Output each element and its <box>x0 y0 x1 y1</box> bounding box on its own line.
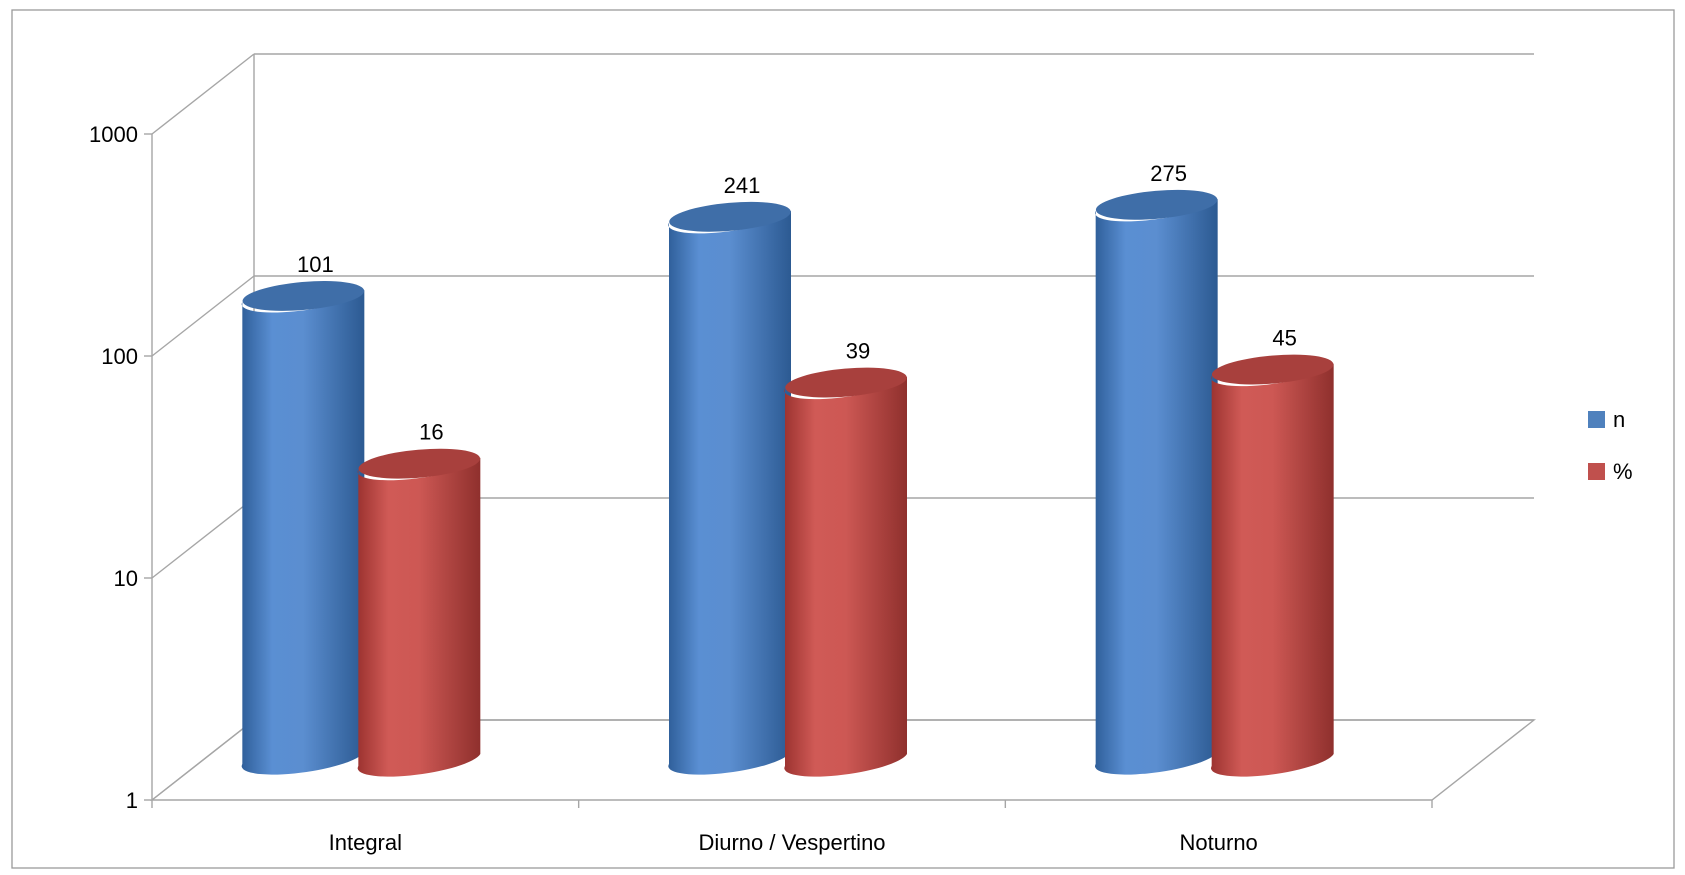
bar-n-1 <box>668 201 791 775</box>
bar-n-2 <box>1095 189 1218 775</box>
side-gridline <box>151 53 255 135</box>
side-gridline <box>151 497 255 579</box>
y-tick-label: 10 <box>114 566 138 591</box>
legend: n% <box>1588 407 1633 484</box>
legend-swatch-1 <box>1588 463 1605 480</box>
bar-cap <box>358 448 481 479</box>
bar-cap <box>1211 354 1334 385</box>
y-tick-label: 1 <box>126 788 138 813</box>
bar-body <box>357 457 481 777</box>
bar-cap <box>669 201 791 232</box>
x-category-label: Noturno <box>1180 830 1258 855</box>
bars-layer <box>241 189 1334 777</box>
bar-body <box>668 210 791 775</box>
data-label: 39 <box>846 339 870 364</box>
bar-percent-1 <box>784 367 907 777</box>
x-category-label: Integral <box>329 830 402 855</box>
bar-body <box>1211 363 1334 777</box>
bar-body <box>784 376 907 777</box>
y-tick-label: 100 <box>101 344 138 369</box>
legend-swatch-0 <box>1588 411 1605 428</box>
bar-percent-0 <box>357 448 481 777</box>
side-gridline <box>151 275 255 357</box>
bar-body <box>1095 198 1218 775</box>
bar-percent-2 <box>1211 354 1334 777</box>
data-label: 275 <box>1150 161 1187 186</box>
data-label: 101 <box>297 252 334 277</box>
y-tick-label: 1000 <box>89 122 138 147</box>
bar-cap <box>242 281 365 311</box>
data-label: 16 <box>419 420 443 445</box>
legend-label: n <box>1613 407 1625 432</box>
bar-body <box>241 289 365 775</box>
data-label: 241 <box>724 173 761 198</box>
x-category-label: Diurno / Vespertino <box>698 830 885 855</box>
labels-layer: 1 10 100 1000 Integral Diurno / Vespertino Not… <box>89 122 1297 855</box>
bar-cap <box>1095 189 1218 220</box>
data-label: 45 <box>1272 326 1296 351</box>
bar-cap <box>785 367 907 398</box>
legend-label: % <box>1613 459 1633 484</box>
bar-n-0 <box>241 281 365 775</box>
